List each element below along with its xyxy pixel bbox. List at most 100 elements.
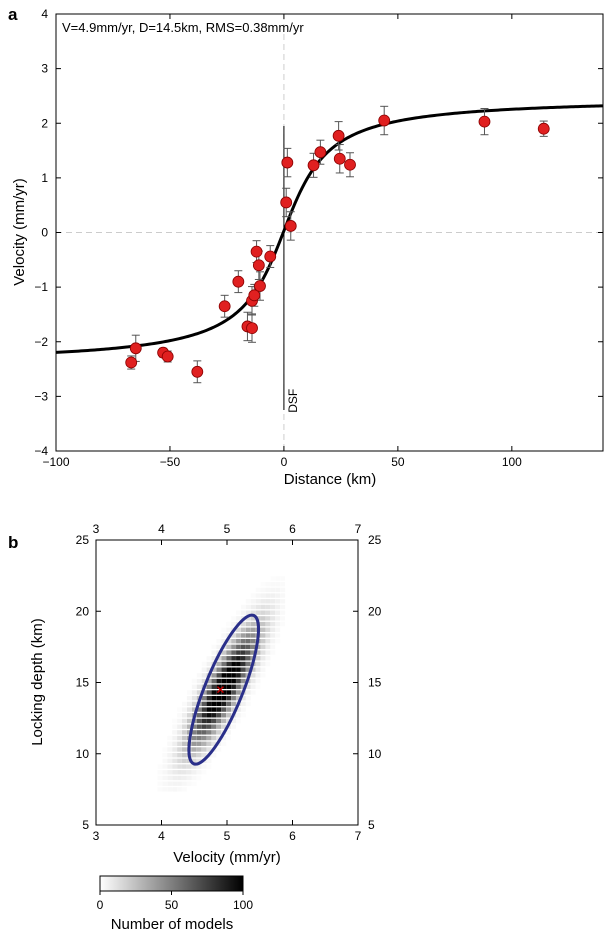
model-density-cell xyxy=(255,587,261,593)
panel-a-label: a xyxy=(8,5,18,24)
model-density-cell xyxy=(201,701,207,707)
data-point xyxy=(333,152,346,165)
model-density-cell xyxy=(240,650,246,655)
model-density-cell xyxy=(226,661,232,667)
model-density-cell xyxy=(265,581,271,587)
model-density-cell xyxy=(196,747,202,752)
best-fit-cross xyxy=(216,686,224,694)
model-density-cell xyxy=(201,764,207,769)
model-density-cell xyxy=(172,730,177,735)
model-density-cell xyxy=(236,616,241,621)
best-fit-marker xyxy=(216,686,224,694)
model-density-cell xyxy=(270,599,276,604)
model-density-cell xyxy=(231,661,236,667)
model-density-cell xyxy=(275,593,281,598)
model-density-cell xyxy=(216,730,222,735)
model-density-cell xyxy=(211,690,217,695)
model-density-cell xyxy=(206,730,212,735)
model-density-cell xyxy=(270,638,276,644)
model-density-cell xyxy=(236,644,241,650)
model-density-cell xyxy=(236,718,241,724)
model-density-cell xyxy=(236,627,241,632)
model-density-cell xyxy=(260,616,266,621)
data-point xyxy=(378,114,391,127)
model-density-cell xyxy=(196,735,202,741)
model-density-cell xyxy=(196,770,202,775)
y-tick-label: 1 xyxy=(41,171,48,185)
model-density-cell xyxy=(260,599,266,604)
model-density-cell xyxy=(196,684,202,689)
model-density-cell xyxy=(240,695,246,701)
model-density-cell xyxy=(196,707,202,712)
model-density-cell xyxy=(260,661,266,667)
x-tick-label: 100 xyxy=(502,455,522,469)
model-density-cell xyxy=(172,724,177,729)
model-density-cell xyxy=(196,775,202,781)
y-tick-label: −2 xyxy=(34,335,48,349)
y-tick-label-left: 5 xyxy=(82,818,89,832)
model-density-cell xyxy=(231,695,236,701)
model-density-cell xyxy=(240,627,246,632)
zero-reference-lines xyxy=(56,14,603,451)
model-density-cell xyxy=(255,650,261,655)
model-density-cell xyxy=(177,764,182,769)
model-density-cell xyxy=(167,775,173,781)
colorbar-tick-label: 50 xyxy=(165,898,179,912)
model-density-cell xyxy=(275,638,281,644)
model-density-cell xyxy=(280,593,286,598)
model-density-cell xyxy=(280,621,286,627)
model-density-cell xyxy=(270,621,276,627)
model-density-cell xyxy=(206,718,212,724)
x-tick-label-top: 3 xyxy=(93,522,100,536)
model-density-cell xyxy=(191,741,197,746)
x-tick-label-bottom: 3 xyxy=(93,829,100,843)
model-density-cell xyxy=(177,775,182,781)
model-density-cell xyxy=(270,616,276,621)
model-density-cell xyxy=(221,684,227,689)
model-curve xyxy=(56,104,603,354)
model-density-cell xyxy=(236,678,241,684)
model-density-cell xyxy=(177,730,182,735)
model-density-cell xyxy=(245,644,251,650)
model-density-cell xyxy=(265,644,271,650)
x-tick-label-top: 6 xyxy=(289,522,296,536)
model-density-cell xyxy=(157,775,163,781)
y-tick-label: 2 xyxy=(41,116,48,130)
model-density-cell xyxy=(245,638,251,644)
y-tick-label-right: 15 xyxy=(368,676,382,690)
model-density-cell xyxy=(211,644,217,650)
model-density-cell xyxy=(275,581,281,587)
model-density-cell xyxy=(280,610,286,615)
model-density-cell xyxy=(201,673,207,678)
model-density-cell xyxy=(250,667,256,672)
model-density-cell xyxy=(250,684,256,689)
y-tick-label-right: 20 xyxy=(368,604,382,618)
model-density-cell xyxy=(201,678,207,684)
model-density-cell xyxy=(270,650,276,655)
model-density-cell xyxy=(177,787,182,792)
model-density-cell xyxy=(162,770,168,775)
model-density-cell xyxy=(280,581,286,587)
model-density-cell xyxy=(211,730,217,735)
data-point xyxy=(537,122,550,135)
y-tick-label: 3 xyxy=(41,62,48,76)
model-density-cell xyxy=(260,627,266,632)
model-density-cell xyxy=(191,707,197,712)
model-density-cell xyxy=(162,764,168,769)
model-density-cell xyxy=(260,667,266,672)
model-density-cell xyxy=(270,593,276,598)
model-density-cell xyxy=(172,735,177,741)
x-tick-label: 0 xyxy=(281,455,288,469)
model-density-cell xyxy=(270,627,276,632)
model-density-cell xyxy=(201,690,207,695)
model-density-cell xyxy=(216,718,222,724)
data-point xyxy=(284,220,297,232)
model-density-cell xyxy=(201,752,207,758)
model-density-cell xyxy=(245,701,251,707)
model-density-cell xyxy=(221,707,227,712)
model-density-cell xyxy=(221,673,227,678)
model-density-cell xyxy=(221,678,227,684)
model-density-cell xyxy=(211,667,217,672)
model-density-cell xyxy=(182,747,187,752)
